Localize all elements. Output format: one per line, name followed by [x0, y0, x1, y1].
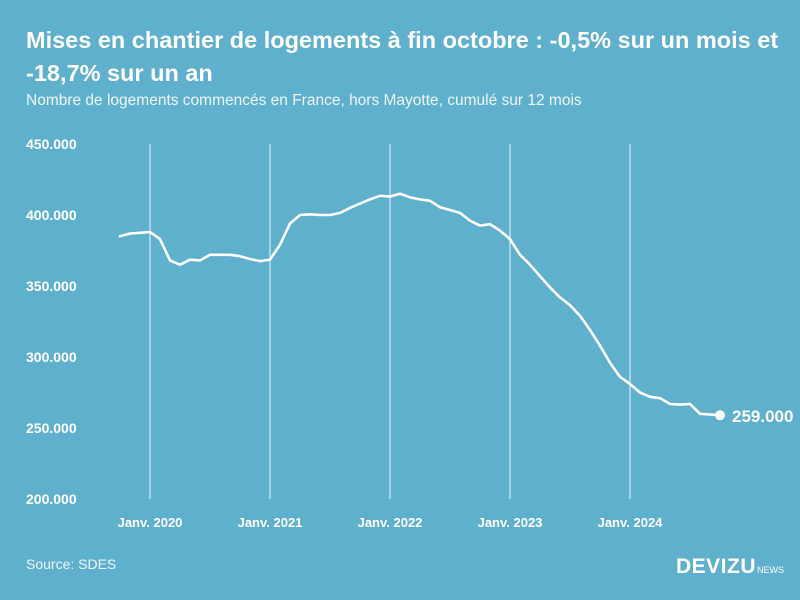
y-tick-label: 200.000: [26, 491, 77, 507]
end-value-label: 259.000: [732, 407, 793, 426]
x-axis-ticks: Janv. 2020 Janv. 2021 Janv. 2022 Janv. 2023…: [118, 515, 664, 530]
y-tick-label: 250.000: [26, 420, 77, 436]
x-tick-label: Janv. 2023: [478, 515, 543, 530]
x-tick-label: Janv. 2021: [238, 515, 303, 530]
y-tick-label: 300.000: [26, 349, 77, 365]
x-tick-label: Janv. 2020: [118, 515, 183, 530]
x-tick-label: Janv. 2024: [598, 515, 664, 530]
x-tick-label: Janv. 2022: [358, 515, 423, 530]
y-axis-ticks: 200.000 250.000 300.000 350.000 400.000 450.0…: [26, 136, 77, 507]
chart-title: Mises en chantier de logements à fin oct…: [26, 27, 779, 86]
y-tick-label: 350.000: [26, 278, 77, 294]
logo-main: DEVIZU: [676, 555, 757, 578]
series: 259.000: [118, 192, 793, 426]
source-note: Source: SDES: [26, 556, 117, 572]
brand-logo[interactable]: DEVIZUNEWS: [676, 555, 784, 579]
grid-lines: [149, 144, 631, 499]
end-point: [715, 410, 725, 421]
chart-subtitle: Nombre de logements commencés en France,…: [26, 92, 582, 109]
y-tick-label: 450.000: [26, 136, 77, 152]
series-line: [118, 192, 722, 417]
y-tick-label: 400.000: [26, 207, 77, 223]
logo-sub: NEWS: [757, 565, 785, 575]
